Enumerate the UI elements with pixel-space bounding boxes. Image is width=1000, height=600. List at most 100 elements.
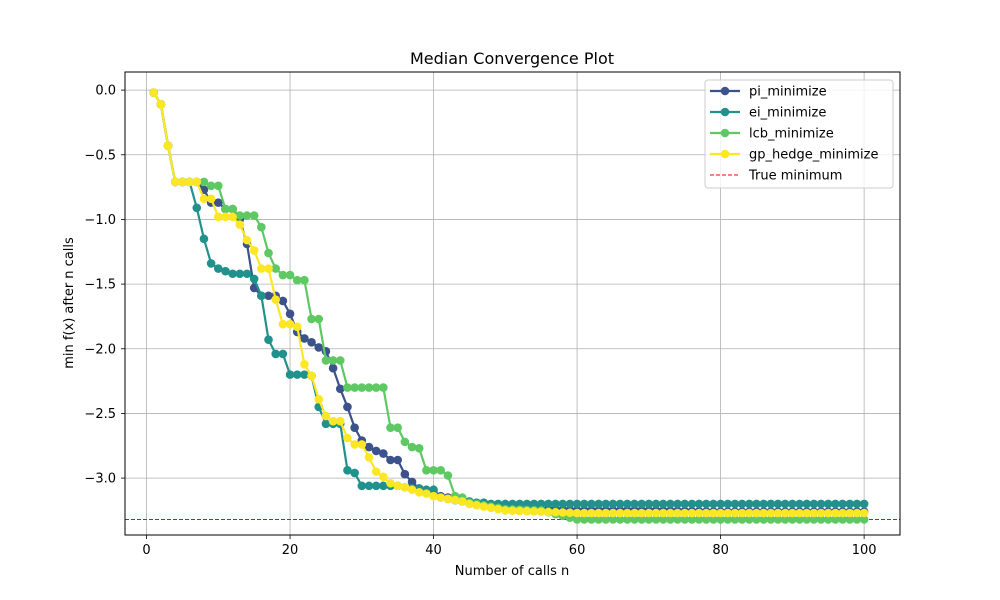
- y-tick-label: −1.0: [84, 213, 116, 228]
- data-point: [314, 394, 324, 404]
- data-point: [386, 423, 395, 432]
- data-point: [379, 472, 388, 482]
- data-point: [795, 515, 804, 524]
- series-gp_hedge_minimize: [149, 88, 869, 518]
- data-point: [228, 204, 237, 214]
- data-point: [213, 264, 223, 273]
- data-point: [745, 515, 754, 524]
- data-point: [213, 212, 223, 222]
- data-point: [285, 270, 295, 280]
- data-point: [544, 499, 553, 509]
- data-point: [350, 423, 359, 432]
- data-point: [364, 453, 374, 462]
- data-point: [630, 515, 639, 524]
- data-point: [357, 383, 367, 392]
- data-point: [221, 204, 230, 214]
- data-point: [745, 499, 754, 509]
- data-point: [644, 508, 654, 518]
- data-point: [264, 248, 273, 258]
- data-point: [515, 506, 524, 516]
- data-point: [630, 499, 639, 509]
- data-point: [615, 515, 625, 524]
- data-point: [235, 269, 245, 279]
- data-point: [572, 499, 582, 509]
- data-point: [307, 314, 316, 324]
- data-point: [795, 499, 804, 509]
- data-point: [623, 499, 632, 509]
- data-point: [802, 499, 812, 509]
- data-point: [780, 499, 790, 509]
- data-point: [386, 455, 395, 465]
- data-point: [623, 515, 632, 524]
- data-point: [300, 359, 309, 369]
- data-point: [285, 319, 295, 329]
- data-point: [630, 508, 639, 518]
- data-point: [766, 515, 776, 524]
- data-point: [651, 499, 661, 509]
- y-tick-label: −1.5: [84, 278, 116, 293]
- data-point: [213, 198, 223, 207]
- data-point: [465, 499, 474, 509]
- y-tick-label: −0.5: [84, 148, 116, 163]
- data-point: [264, 335, 273, 345]
- data-point: [565, 508, 575, 518]
- data-point: [242, 211, 252, 220]
- data-point: [680, 499, 690, 509]
- data-point: [759, 508, 768, 518]
- data-point: [335, 356, 345, 365]
- data-point: [257, 222, 266, 232]
- data-point: [249, 246, 259, 255]
- data-point: [716, 515, 725, 524]
- data-point: [278, 270, 288, 280]
- legend-marker: [720, 107, 730, 117]
- data-point: [400, 437, 410, 447]
- x-tick-label: 60: [569, 543, 586, 558]
- data-point: [823, 508, 833, 518]
- data-point: [242, 235, 252, 245]
- data-point: [594, 508, 603, 518]
- series-layer: [149, 88, 869, 524]
- legend-box: [704, 79, 894, 189]
- data-point: [723, 515, 733, 524]
- data-point: [249, 211, 259, 220]
- data-point: [773, 499, 783, 509]
- data-point: [199, 194, 209, 204]
- data-point: [206, 259, 216, 268]
- data-point: [852, 508, 862, 518]
- data-point: [407, 485, 417, 495]
- axes-frame: [124, 71, 901, 536]
- data-point: [379, 383, 388, 392]
- data-point: [608, 508, 618, 518]
- data-point: [307, 371, 316, 381]
- data-point: [859, 508, 869, 518]
- data-point: [673, 499, 682, 509]
- data-point: [852, 515, 862, 524]
- data-point: [816, 499, 826, 509]
- data-point: [350, 440, 359, 449]
- data-point: [479, 502, 489, 511]
- data-point: [257, 264, 266, 273]
- data-point: [788, 508, 797, 518]
- axis-ticks: 0 20 40 60 80 100 0.0 −0.5 −1.0 −1.5 −2.0 −2.5 −3.0: [84, 84, 876, 558]
- data-point: [206, 181, 216, 191]
- data-point: [637, 508, 646, 518]
- data-point: [766, 508, 776, 518]
- data-point: [730, 508, 740, 518]
- legend-label: lcb_minimize: [749, 127, 834, 142]
- y-tick-label: −2.5: [84, 407, 116, 422]
- data-point: [831, 515, 840, 524]
- data-point: [615, 508, 625, 518]
- data-point: [443, 471, 453, 480]
- data-point: [737, 515, 747, 524]
- data-point: [651, 515, 661, 524]
- data-point: [579, 515, 589, 524]
- data-point: [544, 507, 553, 517]
- data-point: [644, 499, 654, 509]
- data-point: [673, 508, 682, 518]
- data-point: [400, 482, 410, 492]
- legend-label: pi_minimize: [749, 85, 827, 100]
- data-point: [235, 211, 245, 220]
- data-point: [508, 506, 517, 515]
- data-point: [364, 481, 374, 491]
- data-point: [551, 499, 560, 509]
